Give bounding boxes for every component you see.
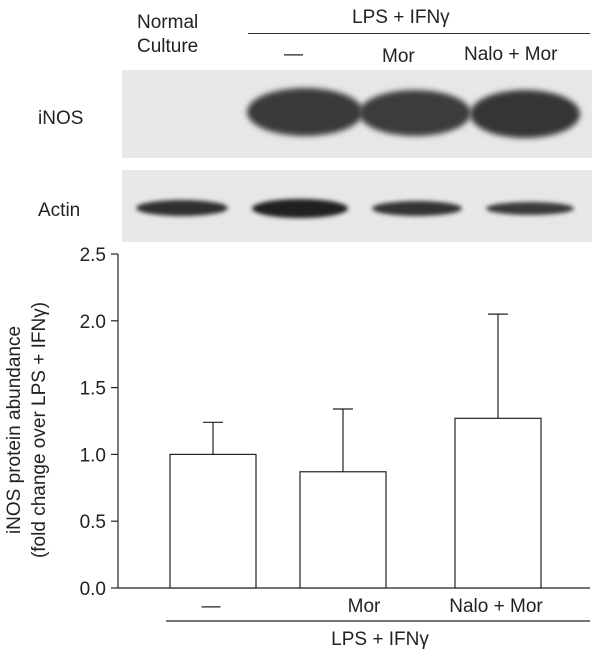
- y-axis-label-line2: (fold change over LPS + IFNγ): [29, 302, 50, 558]
- x-axis-label: LPS + IFNγ: [331, 629, 429, 650]
- actin-blot-strip: [122, 170, 592, 242]
- y-tick-label: 2.0: [80, 312, 106, 333]
- inos-blot-strip: [122, 70, 592, 158]
- blot-row-label-inos: iNOS: [38, 108, 84, 129]
- actin-band-lane-4: [486, 202, 574, 215]
- y-tick-label: 0.0: [80, 579, 106, 600]
- y-tick-label: 2.5: [80, 245, 106, 266]
- bar: [299, 471, 387, 589]
- x-tick-label: Nalo + Mor: [449, 596, 543, 617]
- actin-band-lane-2: [252, 199, 348, 218]
- blot-treatment-group-line: [248, 33, 590, 34]
- blot-lane-label-1: —: [284, 44, 303, 65]
- blot-row-label-actin: Actin: [38, 200, 81, 221]
- blot-treatment-group-label: LPS + IFNγ: [352, 7, 450, 28]
- actin-band-lane-1: [136, 200, 228, 216]
- x-tick-label: Mor: [348, 596, 381, 617]
- x-tick-label: —: [202, 596, 221, 617]
- blot-lane-label-2: Mor: [382, 46, 415, 67]
- y-tick-label: 1.5: [80, 379, 106, 400]
- y-tick-label: 1.0: [80, 445, 106, 466]
- normal-culture-label-line1: Normal: [137, 12, 199, 33]
- actin-band-lane-3: [372, 201, 462, 216]
- y-tick-label: 0.5: [80, 512, 106, 533]
- inos-band-lane-3: [359, 90, 471, 136]
- normal-culture-label-line2: Culture: [137, 36, 199, 57]
- bar: [454, 417, 542, 589]
- y-axis-label-line1: iNOS protein abundance: [4, 326, 25, 534]
- inos-band-lane-4: [470, 90, 580, 138]
- chart-root: 0.0 0.5 1.0 1.5 2.0 2.5 — Mor Nalo + Mor: [80, 245, 590, 622]
- blot-lane-label-3: Nalo + Mor: [464, 44, 558, 65]
- bar: [169, 453, 257, 589]
- inos-band-lane-2: [247, 88, 363, 136]
